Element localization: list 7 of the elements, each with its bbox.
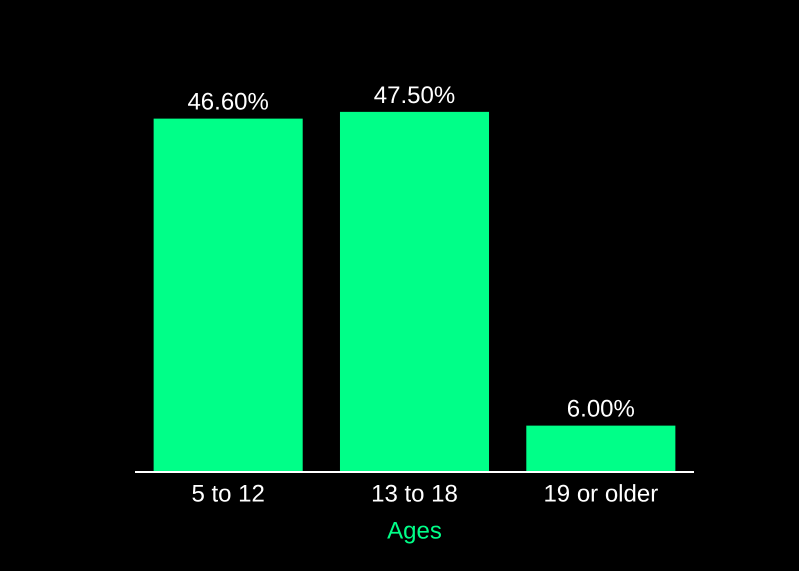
data-label: 47.50%: [374, 82, 456, 109]
data-label: 46.60%: [187, 88, 269, 116]
data-label: 6.00%: [566, 396, 635, 423]
x-tick-label: 5 to 12: [191, 480, 265, 508]
x-tick-label: 13 to 18: [371, 480, 458, 508]
x-axis-title: Ages: [387, 517, 442, 544]
x-tick-label: 19 or older: [543, 480, 658, 508]
